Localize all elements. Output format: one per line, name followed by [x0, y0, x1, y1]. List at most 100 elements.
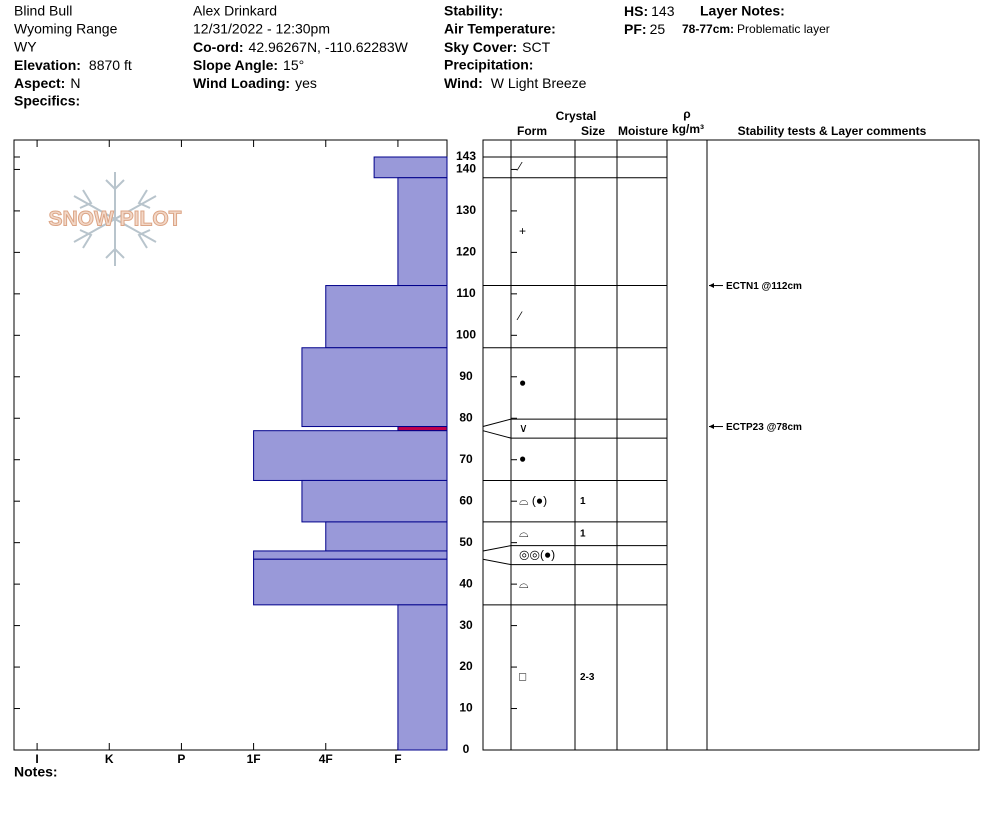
grain-size: 1	[580, 528, 586, 539]
field-value: W Light Breeze	[491, 75, 587, 91]
y-tick-label: 110	[456, 286, 476, 300]
field: Co-ord: 42.96267N, -110.62283W	[193, 39, 409, 55]
y-tick-label: 80	[459, 410, 473, 424]
hardness-bar	[301, 479, 448, 523]
column-header: ρ	[683, 107, 690, 121]
field-label: Aspect:	[14, 75, 65, 91]
column-header: Stability tests & Layer comments	[738, 124, 927, 138]
y-tick-label: 10	[459, 701, 473, 715]
field-value: 42.96267N, -110.62283W	[249, 39, 409, 55]
grain-form: +	[519, 224, 526, 238]
field-label: Sky Cover:	[444, 39, 517, 55]
field-label: Co-ord:	[193, 39, 244, 55]
x-tick-label: 1F	[247, 752, 261, 766]
y-tick-label: 60	[459, 493, 473, 507]
column-header: Size	[581, 124, 605, 138]
layer-connector	[482, 430, 512, 439]
field: HS: 143	[624, 3, 675, 19]
test-arrowhead	[709, 283, 714, 289]
logo-text: SNOW PILOT	[49, 208, 182, 231]
field-value: N	[70, 75, 80, 91]
hardness-bar	[397, 426, 448, 432]
field: Slope Angle: 15°	[193, 57, 304, 73]
y-tick-label: 40	[459, 576, 473, 590]
field: PF: 25	[624, 21, 665, 37]
location: Blind Bull	[14, 3, 72, 19]
y-tick-label: 50	[459, 535, 473, 549]
test-arrowhead	[709, 424, 714, 430]
layer-note-range: 78-77cm:	[682, 22, 734, 36]
column-header: Crystal	[556, 109, 597, 123]
y-tick-label: 120	[456, 245, 476, 259]
grain-form: □	[519, 670, 526, 684]
column-header: kg/m³	[672, 122, 704, 136]
grain-form: ◎◎(●)	[519, 547, 555, 561]
field-label: Specifics:	[14, 93, 80, 109]
field-label: Stability:	[444, 3, 503, 19]
field: Wind Loading: yes	[193, 75, 317, 91]
y-tick-label: 130	[456, 203, 476, 217]
field-value: 8870 ft	[89, 57, 132, 73]
field-label: Precipitation:	[444, 57, 533, 73]
grain-form: ⌓	[519, 577, 529, 591]
hardness-bar	[325, 285, 448, 349]
hardness-bar	[397, 604, 448, 751]
grain-form: ⁄	[516, 309, 523, 323]
grain-form: ⁄	[516, 160, 523, 174]
field: Aspect: N	[14, 75, 80, 91]
table-columns	[510, 140, 708, 750]
x-tick-label: P	[177, 752, 185, 766]
x-tick-label: K	[105, 752, 114, 766]
y-tick-label: 0	[463, 742, 470, 756]
layer-connector	[482, 545, 512, 552]
hardness-bar	[301, 347, 448, 428]
column-header: Form	[517, 124, 547, 138]
hardness-bar	[397, 177, 448, 287]
y-tick-label: 20	[459, 659, 473, 673]
grain-form: ⌓	[519, 526, 529, 540]
layer-connector	[482, 418, 512, 428]
x-tick-label: 4F	[319, 752, 333, 766]
column-header: Moisture	[618, 124, 668, 138]
grain-size: 1	[580, 496, 586, 507]
test-label: ECTN1 @112cm	[726, 281, 802, 292]
y-tick-label: 143	[456, 149, 476, 163]
layer-note-text: Problematic layer	[737, 22, 830, 36]
hardness-bar	[253, 558, 448, 606]
field-label: Air Temperature:	[444, 21, 556, 37]
layer-connector	[482, 558, 512, 566]
field: Elevation: 8870 ft	[14, 57, 132, 73]
field-value: SCT	[522, 39, 550, 55]
field: Sky Cover: SCT	[444, 39, 551, 55]
grain-form: ●	[519, 451, 526, 465]
field-value: yes	[295, 75, 317, 91]
field-label: PF:	[624, 21, 647, 37]
y-tick-label: 100	[456, 327, 476, 341]
field-label: Wind:	[444, 75, 483, 91]
grain-size: 2-3	[580, 672, 595, 683]
field: Wind: W Light Breeze	[444, 75, 587, 91]
field-value: 15°	[283, 57, 304, 73]
observer: Alex Drinkard	[193, 3, 277, 19]
hardness-bar	[325, 521, 448, 552]
table-frame	[482, 139, 980, 751]
field-value: 143	[651, 3, 675, 19]
hardness-bar	[253, 550, 448, 560]
field-label: HS:	[624, 3, 648, 19]
logo	[73, 172, 157, 266]
test-label: ECTP23 @78cm	[726, 422, 802, 433]
field-label: Wind Loading:	[193, 75, 290, 91]
layer-note: 78-77cm: Problematic layer	[682, 22, 830, 36]
hardness-bar	[253, 430, 448, 481]
x-tick-label: I	[35, 752, 38, 766]
x-tick-label: F	[394, 752, 401, 766]
field-label: Elevation:	[14, 57, 81, 73]
location: WY	[14, 39, 37, 55]
layer-notes-label: Layer Notes:	[700, 3, 785, 19]
datetime: 12/31/2022 - 12:30pm	[193, 21, 330, 37]
hardness-bar	[373, 156, 448, 179]
grain-form: ∨	[519, 421, 528, 435]
location: Wyoming Range	[14, 21, 118, 37]
y-tick-label: 90	[459, 369, 473, 383]
